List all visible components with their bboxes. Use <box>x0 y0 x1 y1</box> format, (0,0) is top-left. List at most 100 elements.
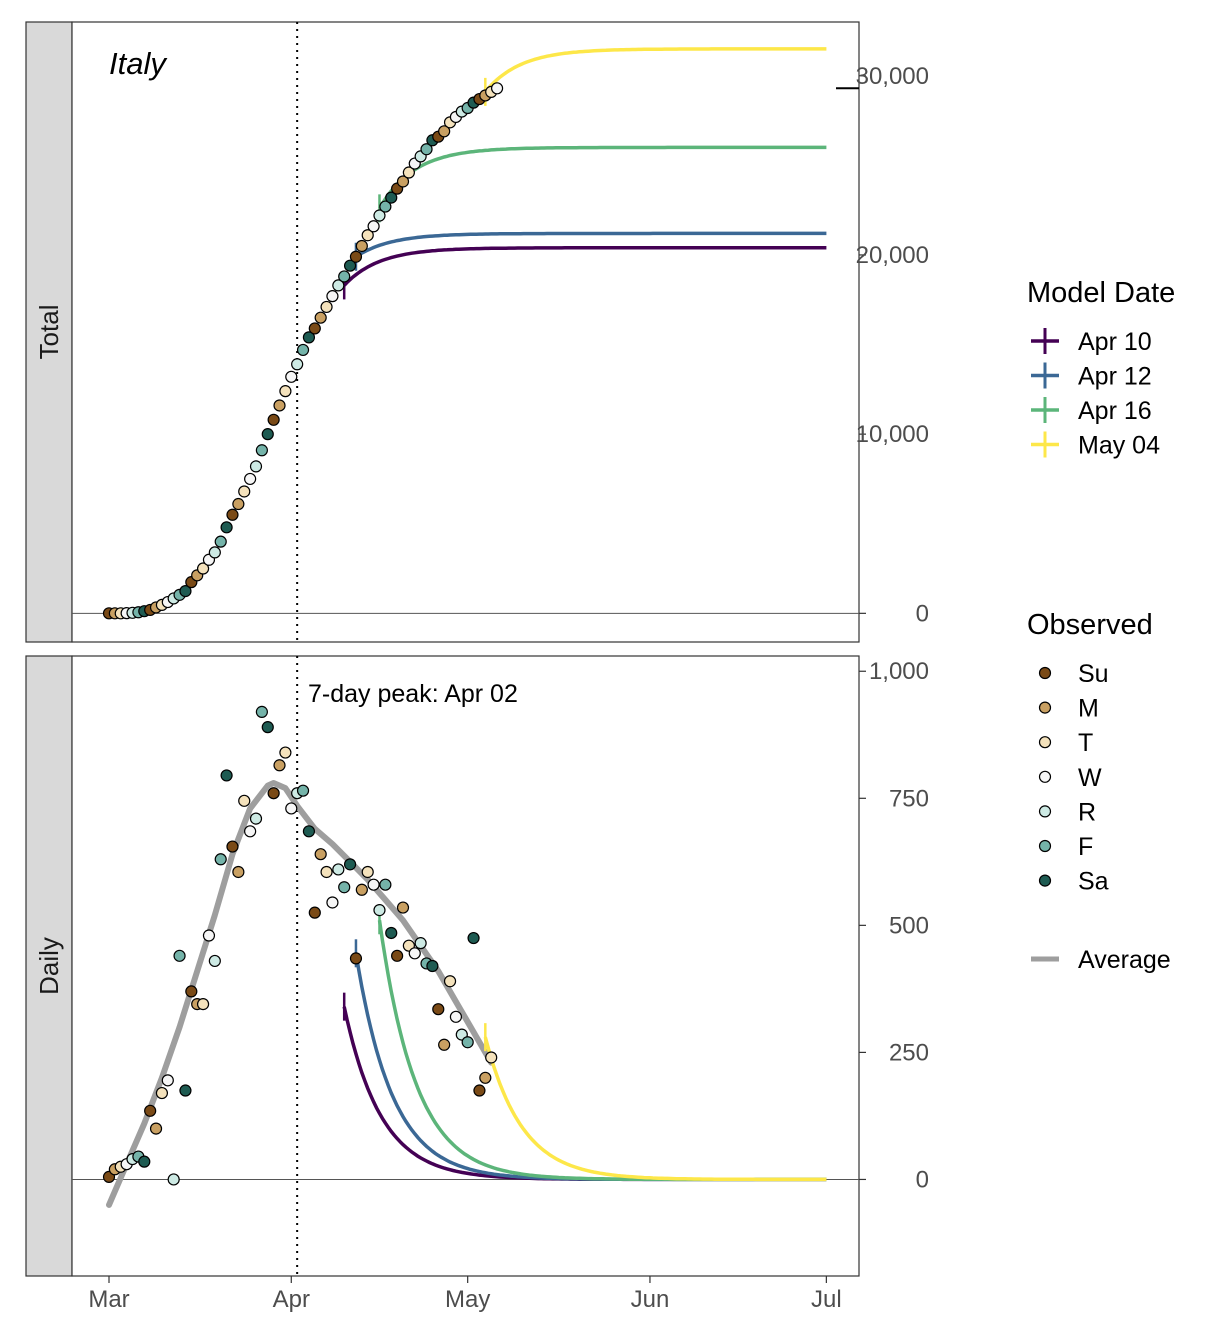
legend-model-label-3: May 04 <box>1078 432 1160 460</box>
daily-point-23 <box>238 794 251 807</box>
daily-point-52 <box>408 947 421 960</box>
total-point-29 <box>273 399 286 412</box>
total-point-28 <box>267 413 280 426</box>
legend-observed-swatch-4 <box>1038 805 1052 818</box>
daily-point-56 <box>432 1003 445 1016</box>
legend-observed-label-0: Su <box>1078 660 1109 688</box>
total-point-40 <box>338 270 351 283</box>
peak-annotation: 7-day peak: Apr 02 <box>308 680 518 708</box>
x-tick-label-2: May <box>445 1286 490 1313</box>
legend-observed-label-2: T <box>1078 729 1093 757</box>
total-point-23 <box>238 485 251 498</box>
daily-point-8 <box>149 1122 163 1135</box>
daily-point-11 <box>167 1173 180 1186</box>
total-point-36 <box>314 311 327 324</box>
x-tick-label-1: Apr <box>273 1286 310 1313</box>
daily-point-36 <box>314 848 327 861</box>
total-point-31 <box>285 370 298 383</box>
daily-point-59 <box>449 1010 463 1023</box>
legend-average-label: Average <box>1078 946 1171 974</box>
total-point-21 <box>226 508 239 521</box>
legend-observed-swatch-1 <box>1038 701 1052 714</box>
daily-point-13 <box>179 1084 192 1097</box>
legend-model-title: Model Date <box>1027 277 1175 309</box>
panel-daily-strip <box>25 655 73 1277</box>
daily-projection-3 <box>483 1036 827 1182</box>
daily-point-24 <box>244 825 257 838</box>
total-point-41 <box>343 259 357 272</box>
daily-point-18 <box>208 954 221 968</box>
daily-point-21 <box>226 840 239 853</box>
daily-point-19 <box>214 853 227 866</box>
daily-point-16 <box>196 998 210 1011</box>
daily-point-34 <box>302 825 316 838</box>
panel-daily: Daily 7-day peak: Apr 02 0 250 500 750 1,000 <box>25 655 929 1277</box>
total-projection-2 <box>377 145 827 210</box>
daily-point-65 <box>485 1051 498 1064</box>
legend-observed-swatch-0 <box>1038 666 1052 680</box>
legend-observed-label-5: F <box>1078 833 1093 861</box>
y-tick-label-daily-4: 1,000 <box>869 658 929 685</box>
total-point-30 <box>279 385 292 398</box>
total-point-43 <box>355 239 368 253</box>
daily-point-33 <box>296 784 310 797</box>
total-point-25 <box>249 460 263 473</box>
y-tick-label-total-2: 20,000 <box>856 242 929 269</box>
daily-point-45 <box>367 878 380 891</box>
y-tick-label-total-0: 0 <box>916 600 929 627</box>
daily-point-31 <box>285 802 298 815</box>
total-point-38 <box>326 290 339 303</box>
daily-point-7 <box>144 1104 157 1117</box>
daily-point-48 <box>385 926 398 940</box>
total-projection-1 <box>355 231 827 259</box>
daily-point-43 <box>355 883 368 896</box>
total-point-48 <box>385 191 398 204</box>
daily-point-58 <box>443 975 457 988</box>
total-point-32 <box>291 358 304 371</box>
legend-observed-swatch-6 <box>1038 874 1052 887</box>
legend-observed-swatch-5 <box>1038 839 1052 853</box>
total-point-13 <box>179 585 192 598</box>
daily-point-38 <box>326 896 339 909</box>
panel-total: Total Italy 0 10,000 20,000 30,000 <box>25 21 929 643</box>
total-point-50 <box>396 175 410 188</box>
total-point-44 <box>361 229 374 242</box>
daily-point-46 <box>373 903 386 917</box>
daily-point-10 <box>161 1074 174 1087</box>
legend-observed-label-6: Sa <box>1078 868 1109 896</box>
y-tick-label-daily-3: 750 <box>889 785 929 812</box>
daily-point-61 <box>461 1036 474 1049</box>
legend-model-label-2: Apr 16 <box>1078 397 1152 425</box>
total-point-33 <box>296 343 310 357</box>
total-point-18 <box>208 546 221 559</box>
daily-point-64 <box>479 1071 492 1084</box>
daily-point-28 <box>267 787 280 800</box>
daily-point-44 <box>361 865 374 879</box>
legend-observed-label-1: M <box>1078 695 1099 723</box>
total-point-22 <box>232 497 245 511</box>
total-point-19 <box>214 535 227 548</box>
legend-observed-swatch-2 <box>1038 736 1052 749</box>
total-point-34 <box>302 331 316 344</box>
x-tick-label-4: Jul <box>811 1286 842 1313</box>
x-tick-label-3: Jun <box>631 1286 670 1313</box>
daily-point-42 <box>349 952 363 965</box>
daily-point-12 <box>173 949 186 962</box>
x-tick-label-0: Mar <box>88 1286 129 1313</box>
daily-point-17 <box>202 929 216 942</box>
total-point-46 <box>373 209 386 222</box>
daily-point-22 <box>232 865 245 879</box>
daily-point-9 <box>155 1086 169 1100</box>
total-point-16 <box>196 562 210 575</box>
country-title: Italy <box>109 46 168 81</box>
daily-point-49 <box>391 949 404 962</box>
y-tick-label-daily-2: 500 <box>889 912 929 939</box>
daily-point-14 <box>185 985 198 998</box>
total-point-45 <box>367 220 380 233</box>
panel-total-y-axis: 0 10,000 20,000 30,000 <box>856 63 929 628</box>
daily-point-37 <box>320 865 333 879</box>
legend-model-items: Apr 10 Apr 12 Apr 16 May 04 <box>1031 328 1160 460</box>
